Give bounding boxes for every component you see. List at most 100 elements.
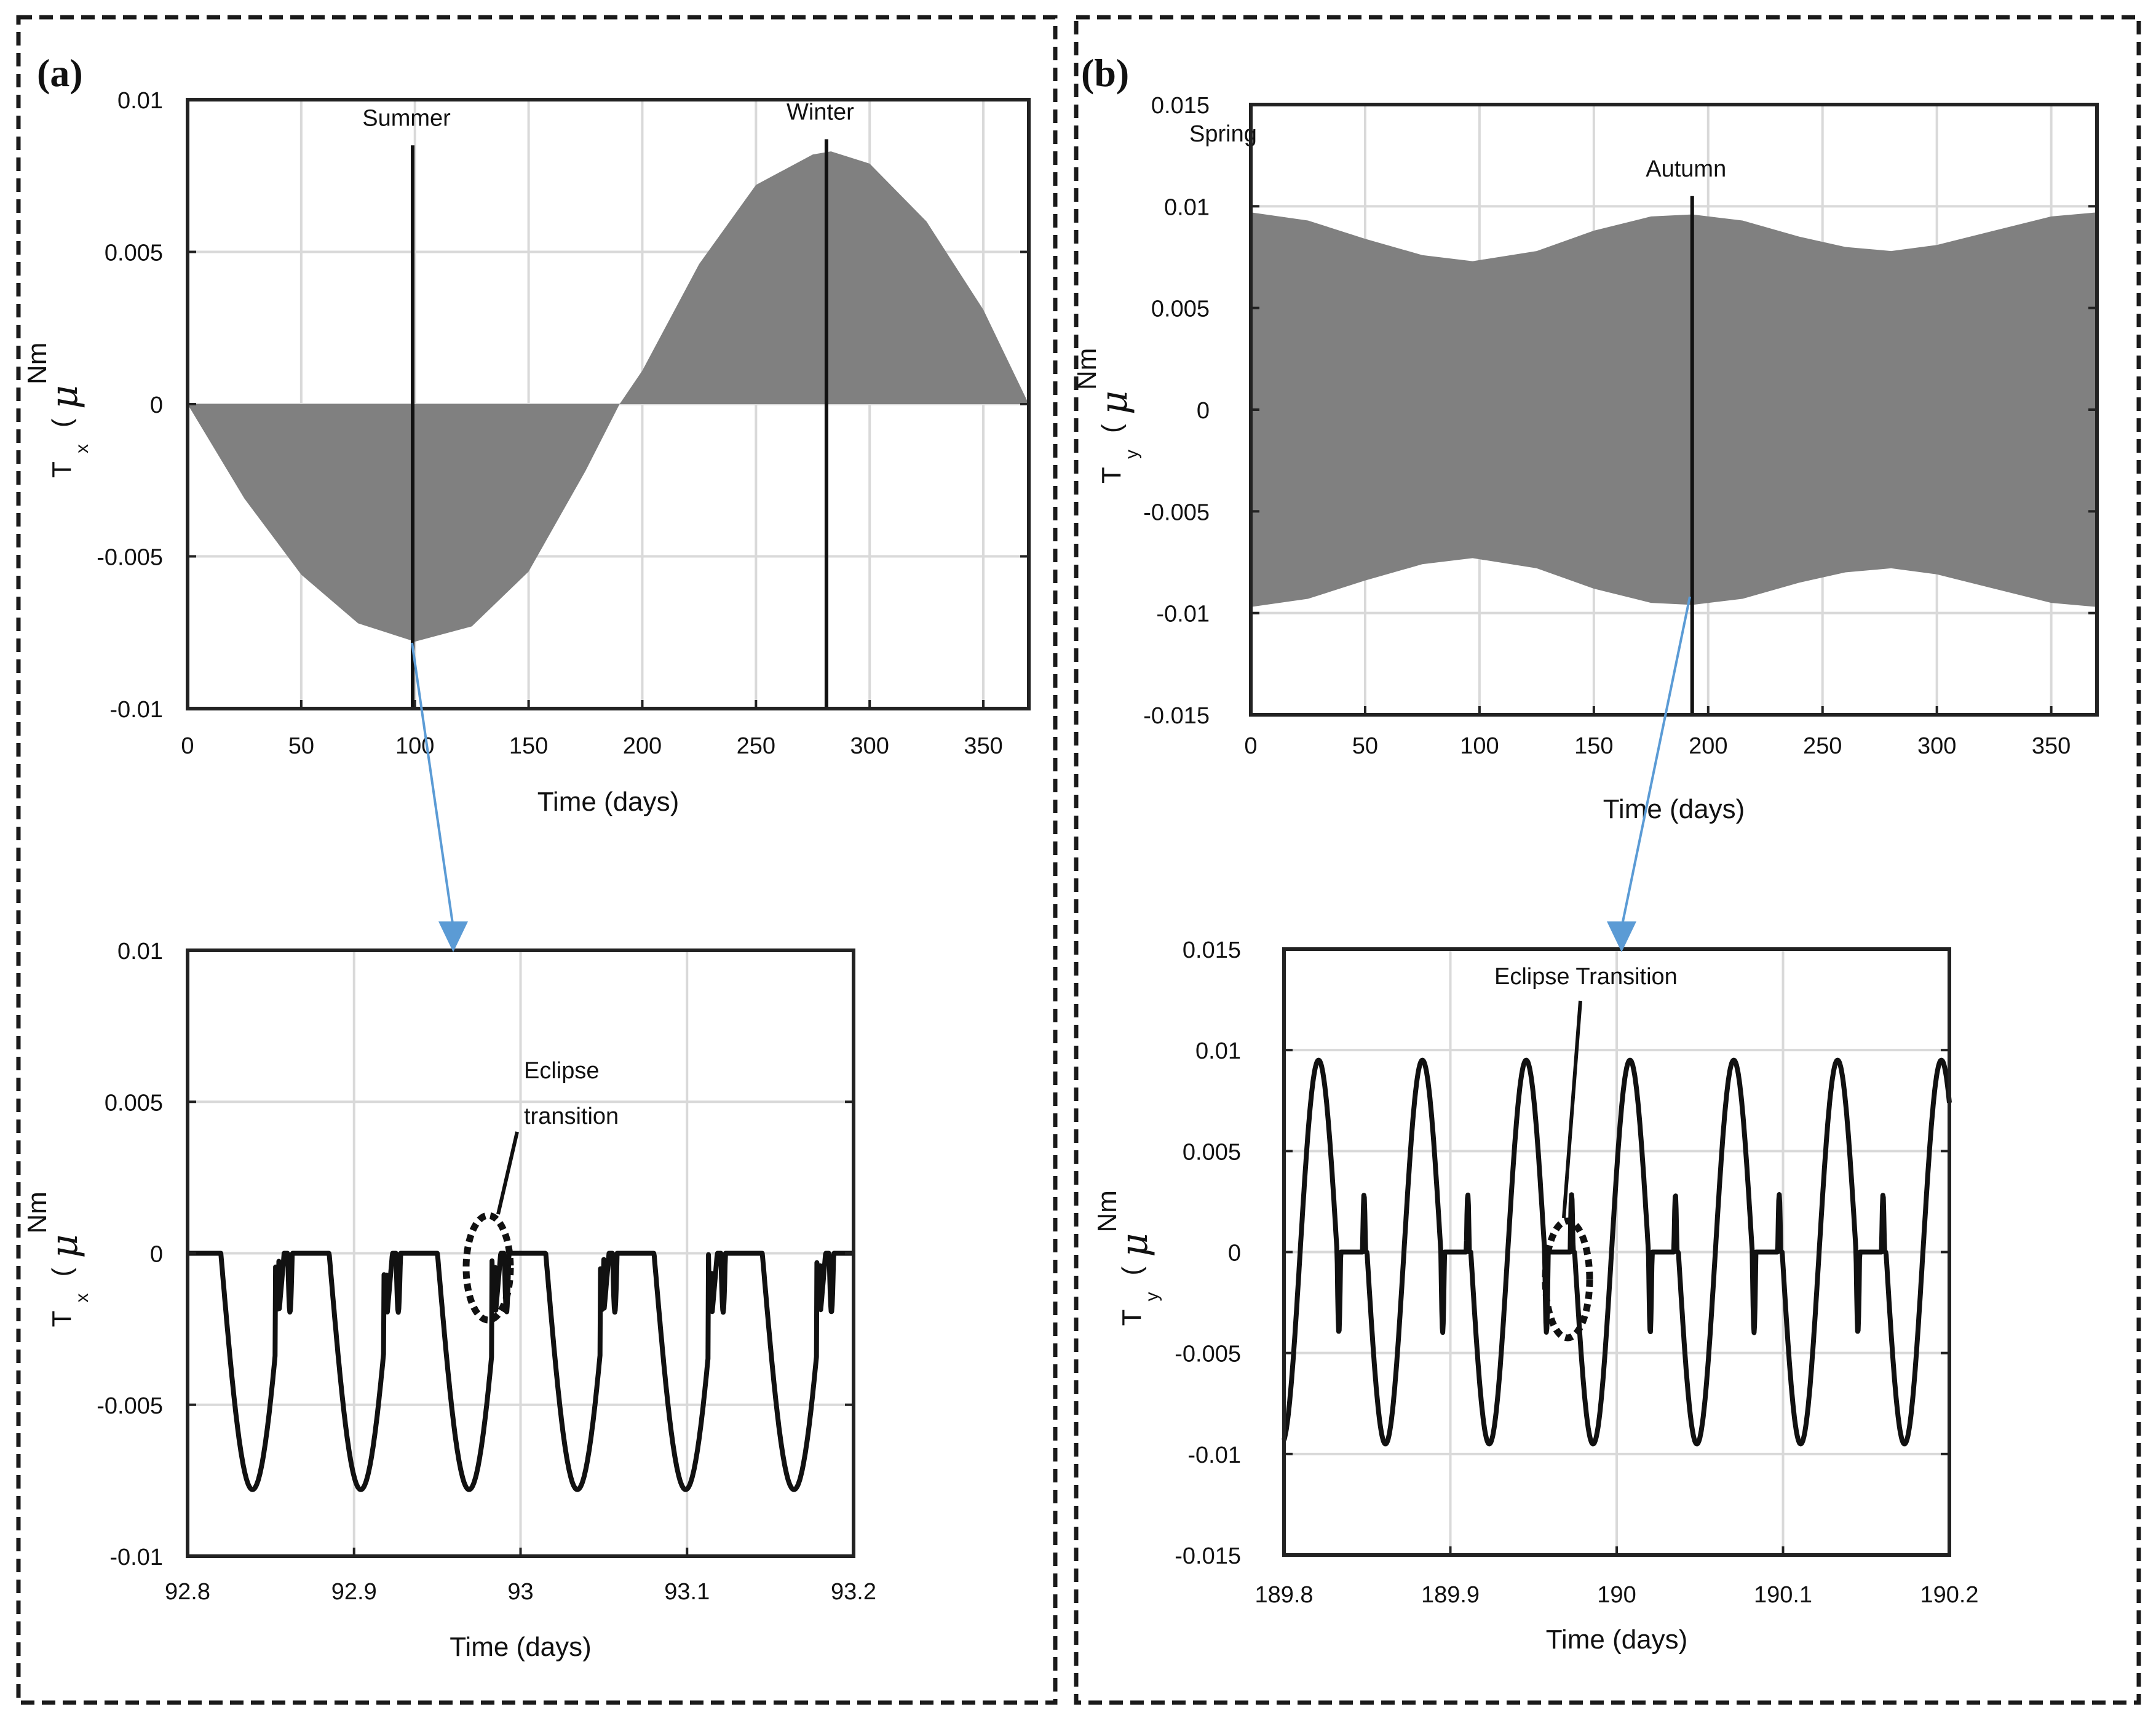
y-label-paren: ( <box>47 418 77 428</box>
season-label-1: Winter <box>787 99 854 125</box>
panel-a-label: (a) <box>37 51 83 95</box>
y-label-unit: Nm <box>22 1191 52 1233</box>
x-axis-label: Time (days) <box>1546 1625 1688 1655</box>
chart-a-bottom: Eclipse transition 92.8 92.9 93 93.1 93.2 -0.01… <box>22 939 876 1662</box>
y-axis-label: Tx ( μNm <box>22 343 92 478</box>
y-label-symbol: T <box>1096 467 1127 483</box>
y-tick-label-4: 0.005 <box>1151 296 1210 322</box>
x-tick-label-2: 190 <box>1597 1582 1636 1608</box>
x-tick-label-3: 190.1 <box>1754 1582 1812 1608</box>
eclipse-annotation-line1: Eclipse Transition <box>1494 964 1678 990</box>
y-axis-label: Ty ( μNm <box>1092 1190 1162 1326</box>
zoom-arrow-b-line <box>1620 596 1691 928</box>
y-tick-label-3: 0 <box>1228 1241 1241 1267</box>
x-tick-label-6: 300 <box>1917 733 1956 759</box>
y-label-mu: μ <box>1093 391 1136 415</box>
y-label-mu: μ <box>43 1235 86 1259</box>
chart-b-bottom: Eclipse Transition 189.8 189.9 190 190.1 190.… <box>1092 937 1979 1655</box>
y-tick-label-5: 0.01 <box>1164 194 1210 220</box>
series-torque-signal <box>1282 1057 1952 1447</box>
x-tick-label-1: 189.9 <box>1421 1582 1480 1608</box>
x-tick-label-3: 150 <box>509 733 548 759</box>
y-label-unit: Nm <box>22 343 52 384</box>
x-tick-label-1: 50 <box>288 733 314 759</box>
y-label-symbol: T <box>1117 1310 1147 1326</box>
x-tick-label-5: 250 <box>1803 733 1842 759</box>
x-tick-label-0: 92.8 <box>165 1579 210 1605</box>
eclipse-pointer-line <box>1562 1000 1582 1219</box>
x-tick-label-7: 350 <box>964 733 1002 759</box>
y-label-subscript: y <box>1142 1292 1162 1302</box>
eclipse-pointer-line <box>496 1131 519 1215</box>
x-tick-label-4: 190.2 <box>1920 1582 1978 1608</box>
series-envelope-0 <box>188 151 1029 642</box>
zoom-arrow-a-line <box>411 642 454 928</box>
x-tick-label-6: 300 <box>850 733 889 759</box>
x-tick-label-2: 93 <box>507 1579 533 1605</box>
y-tick-label-0: -0.015 <box>1143 703 1210 729</box>
x-tick-label-4: 200 <box>623 733 662 759</box>
x-axis-label: Time (days) <box>537 787 680 817</box>
y-label-unit: Nm <box>1072 348 1102 390</box>
season-label-0: Autumn <box>1646 156 1726 182</box>
y-tick-label-2: -0.005 <box>1175 1342 1241 1367</box>
x-tick-label-5: 250 <box>737 733 775 759</box>
y-tick-label-1: -0.005 <box>97 1393 163 1419</box>
y-axis-label: Tx ( μNm <box>22 1191 92 1327</box>
x-tick-label-3: 150 <box>1574 733 1613 759</box>
y-label-symbol: T <box>47 461 77 478</box>
y-tick-label-2: -0.005 <box>1143 499 1210 525</box>
y-tick-label-4: 0.005 <box>1183 1139 1241 1165</box>
y-tick-label-5: 0.01 <box>1195 1038 1241 1064</box>
x-tick-label-4: 200 <box>1689 733 1727 759</box>
y-label-mu: μ <box>43 385 86 409</box>
y-tick-label-4: 0.01 <box>117 939 163 964</box>
x-axis-label: Time (days) <box>450 1632 592 1662</box>
y-tick-label-2: 0 <box>150 392 163 418</box>
y-tick-label-2: 0 <box>150 1242 163 1268</box>
series-envelope-0 <box>1251 212 2097 607</box>
eclipse-highlight-ellipse <box>462 1212 514 1324</box>
x-tick-label-7: 350 <box>2032 733 2071 759</box>
x-tick-label-0: 0 <box>181 733 194 759</box>
y-tick-label-6: 0.015 <box>1151 93 1210 119</box>
y-label-subscript: x <box>72 444 92 453</box>
panel-a-frame <box>16 15 1058 1705</box>
y-label-subscript: x <box>72 1294 92 1303</box>
x-tick-label-0: 0 <box>1244 733 1257 759</box>
x-tick-label-1: 50 <box>1352 733 1378 759</box>
y-tick-label-1: -0.01 <box>1187 1442 1241 1468</box>
zoom-arrows <box>411 596 1691 952</box>
eclipse-annotation-line1: Eclipse <box>524 1058 600 1084</box>
y-label-symbol: T <box>47 1311 77 1327</box>
zoom-arrow-a-head <box>438 921 468 952</box>
y-axis-label: Ty (μNm <box>1072 348 1142 483</box>
y-tick-label-3: 0.005 <box>105 1090 163 1116</box>
y-tick-label-1: -0.01 <box>1156 602 1210 627</box>
eclipse-highlight-ellipse <box>1542 1217 1593 1342</box>
x-tick-label-3: 93.1 <box>664 1579 710 1605</box>
y-tick-label-6: 0.015 <box>1183 937 1241 963</box>
panel-b-label: (b) <box>1081 51 1129 95</box>
season-extra-label-0: Spring <box>1189 121 1257 147</box>
y-label-mu: μ <box>1113 1233 1156 1257</box>
y-label-subscript: y <box>1122 450 1142 459</box>
series-torque-signal <box>185 1251 856 1492</box>
y-label-unit: Nm <box>1092 1190 1122 1232</box>
x-tick-label-1: 92.9 <box>331 1579 377 1605</box>
eclipse-annotation-line2: transition <box>524 1104 619 1129</box>
y-label-paren: ( <box>47 1268 77 1277</box>
x-tick-label-2: 100 <box>1460 733 1499 759</box>
y-tick-label-1: -0.005 <box>97 545 163 571</box>
y-tick-label-4: 0.01 <box>117 88 163 114</box>
y-label-paren: ( <box>1117 1267 1147 1276</box>
season-label-0: Summer <box>362 105 451 131</box>
y-tick-label-3: 0.005 <box>105 241 163 266</box>
y-tick-label-3: 0 <box>1197 398 1210 424</box>
zoom-arrow-b-head <box>1607 921 1636 952</box>
x-tick-label-0: 189.8 <box>1254 1582 1313 1608</box>
y-tick-label-0: -0.015 <box>1175 1543 1241 1569</box>
panel-b-frame <box>1074 15 2141 1705</box>
